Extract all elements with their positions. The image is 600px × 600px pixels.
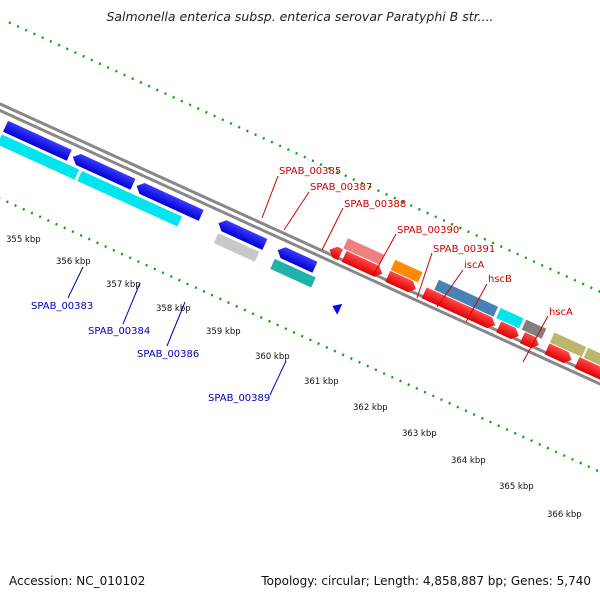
gene-label-forward: hscA bbox=[549, 307, 573, 318]
feature-steelblue bbox=[434, 279, 499, 317]
feature-small-blue-arrow bbox=[332, 303, 343, 315]
gene-label-forward: SPAB_00390 bbox=[397, 225, 459, 236]
feature-grey-reverse bbox=[213, 233, 260, 262]
gene-label-reverse: SPAB_00383 bbox=[31, 301, 93, 312]
kbp-label: 363 kbp bbox=[402, 429, 437, 439]
rotated-track-group bbox=[0, 21, 600, 505]
kbp-label: 365 kbp bbox=[499, 482, 534, 492]
inner-tick-track bbox=[0, 170, 600, 505]
kbp-label: 356 kbp bbox=[56, 257, 91, 267]
map-title: Salmonella enterica subsp. enterica sero… bbox=[106, 9, 494, 24]
kbp-label: 357 kbp bbox=[106, 280, 141, 290]
gene-label-forward: hscB bbox=[488, 274, 512, 285]
reverse-strand-features bbox=[0, 120, 343, 315]
feature-orange bbox=[390, 259, 423, 283]
feature-cyan-reverse-2 bbox=[77, 170, 182, 227]
feature-grey-forward bbox=[521, 319, 547, 339]
genome-summary-text: Topology: circular; Length: 4,858,887 bp… bbox=[261, 574, 591, 588]
gene-label-forward: SPAB_00388 bbox=[344, 199, 406, 210]
feature-cyan-reverse-1 bbox=[0, 134, 80, 180]
kbp-label: 361 kbp bbox=[304, 377, 339, 387]
forward-gene-labels: SPAB_00385 SPAB_00387 SPAB_00388 SPAB_00… bbox=[279, 166, 573, 318]
forward-strand-features bbox=[329, 238, 600, 402]
feature-forward-5 bbox=[496, 321, 519, 339]
feature-reverse-3 bbox=[136, 182, 204, 221]
gene-label-reverse: SPAB_00386 bbox=[137, 349, 199, 360]
feature-forward-3 bbox=[385, 270, 416, 293]
accession-text: Accession: NC_010102 bbox=[9, 574, 146, 588]
gene-label-forward: SPAB_00385 bbox=[279, 166, 341, 177]
gene-label-forward: iscA bbox=[464, 260, 484, 271]
feature-forward-8 bbox=[574, 357, 600, 402]
kbp-label: 355 kbp bbox=[6, 235, 41, 245]
feature-forward-4 bbox=[421, 287, 496, 329]
kbp-label: 364 kbp bbox=[451, 456, 486, 466]
gene-label-reverse: SPAB_00384 bbox=[88, 326, 150, 337]
feature-forward-1 bbox=[329, 246, 343, 261]
kbp-label: 360 kbp bbox=[255, 352, 290, 362]
reverse-gene-labels: SPAB_00383 SPAB_00384 SPAB_00386 SPAB_00… bbox=[31, 301, 270, 404]
kbp-label: 362 kbp bbox=[353, 403, 388, 413]
feature-reverse-2 bbox=[72, 153, 136, 190]
label-leaders bbox=[67, 175, 549, 396]
feature-khaki-1 bbox=[549, 332, 587, 357]
gene-label-reverse: SPAB_00389 bbox=[208, 393, 270, 404]
feature-forward-2 bbox=[341, 250, 383, 277]
feature-cyan-forward bbox=[496, 307, 524, 329]
feature-reverse-1 bbox=[3, 120, 72, 161]
kbp-label: 358 kbp bbox=[156, 304, 191, 314]
feature-teal-reverse bbox=[270, 258, 316, 288]
kbp-label: 359 kbp bbox=[206, 327, 241, 337]
feature-forward-7 bbox=[544, 343, 572, 363]
gene-label-forward: SPAB_00387 bbox=[310, 182, 372, 193]
feature-pink bbox=[343, 238, 385, 265]
feature-forward-6 bbox=[519, 332, 539, 349]
kbp-label: 366 kbp bbox=[547, 510, 582, 520]
gene-label-forward: SPAB_00391 bbox=[433, 244, 495, 255]
feature-reverse-4 bbox=[218, 220, 268, 250]
feature-reverse-5 bbox=[277, 247, 318, 273]
kbp-tick-labels: 355 kbp 356 kbp 357 kbp 358 kbp 359 kbp … bbox=[6, 235, 582, 520]
